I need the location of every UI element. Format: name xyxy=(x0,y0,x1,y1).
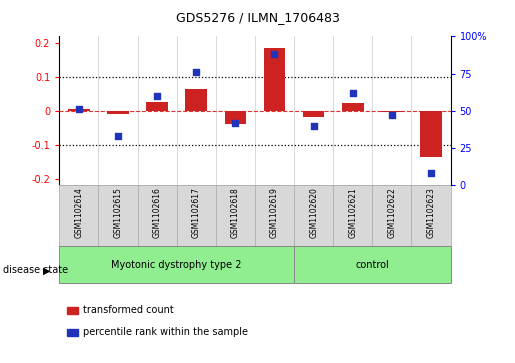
Bar xyxy=(185,89,207,111)
Bar xyxy=(411,185,451,246)
Text: GSM1102622: GSM1102622 xyxy=(387,187,397,238)
Point xyxy=(427,171,435,176)
Bar xyxy=(303,111,324,117)
Bar xyxy=(98,185,138,246)
Point xyxy=(310,123,318,129)
Text: control: control xyxy=(355,260,389,269)
Text: GSM1102623: GSM1102623 xyxy=(426,187,436,238)
Bar xyxy=(294,246,451,283)
Bar xyxy=(264,48,285,111)
Point xyxy=(75,106,83,112)
Bar xyxy=(420,111,442,156)
Point xyxy=(270,51,279,57)
Text: GDS5276 / ILMN_1706483: GDS5276 / ILMN_1706483 xyxy=(176,11,339,24)
Bar xyxy=(342,103,364,111)
Bar xyxy=(225,111,246,124)
Bar xyxy=(59,246,294,283)
Bar xyxy=(68,109,90,111)
Point xyxy=(114,133,122,139)
Bar xyxy=(107,111,129,114)
Point xyxy=(231,120,239,126)
Bar xyxy=(333,185,372,246)
Point xyxy=(192,69,200,75)
Bar xyxy=(59,185,98,246)
Bar xyxy=(177,185,216,246)
Bar xyxy=(138,185,177,246)
Point xyxy=(349,90,357,96)
Text: GSM1102617: GSM1102617 xyxy=(192,187,201,238)
Text: transformed count: transformed count xyxy=(83,305,174,315)
Text: GSM1102619: GSM1102619 xyxy=(270,187,279,238)
Point xyxy=(153,93,161,99)
Text: GSM1102616: GSM1102616 xyxy=(152,187,162,238)
Bar xyxy=(255,185,294,246)
Text: disease state: disease state xyxy=(3,265,67,276)
Bar xyxy=(216,185,255,246)
Text: Myotonic dystrophy type 2: Myotonic dystrophy type 2 xyxy=(111,260,242,269)
Bar xyxy=(381,111,403,112)
Text: percentile rank within the sample: percentile rank within the sample xyxy=(83,327,248,337)
Bar xyxy=(372,185,411,246)
Bar xyxy=(294,185,333,246)
Text: GSM1102620: GSM1102620 xyxy=(309,187,318,238)
Text: GSM1102615: GSM1102615 xyxy=(113,187,123,238)
Point xyxy=(388,113,396,118)
Text: ▶: ▶ xyxy=(43,265,50,276)
Bar xyxy=(146,102,168,111)
Text: GSM1102618: GSM1102618 xyxy=(231,187,240,238)
Text: GSM1102614: GSM1102614 xyxy=(74,187,83,238)
Text: GSM1102621: GSM1102621 xyxy=(348,187,357,238)
